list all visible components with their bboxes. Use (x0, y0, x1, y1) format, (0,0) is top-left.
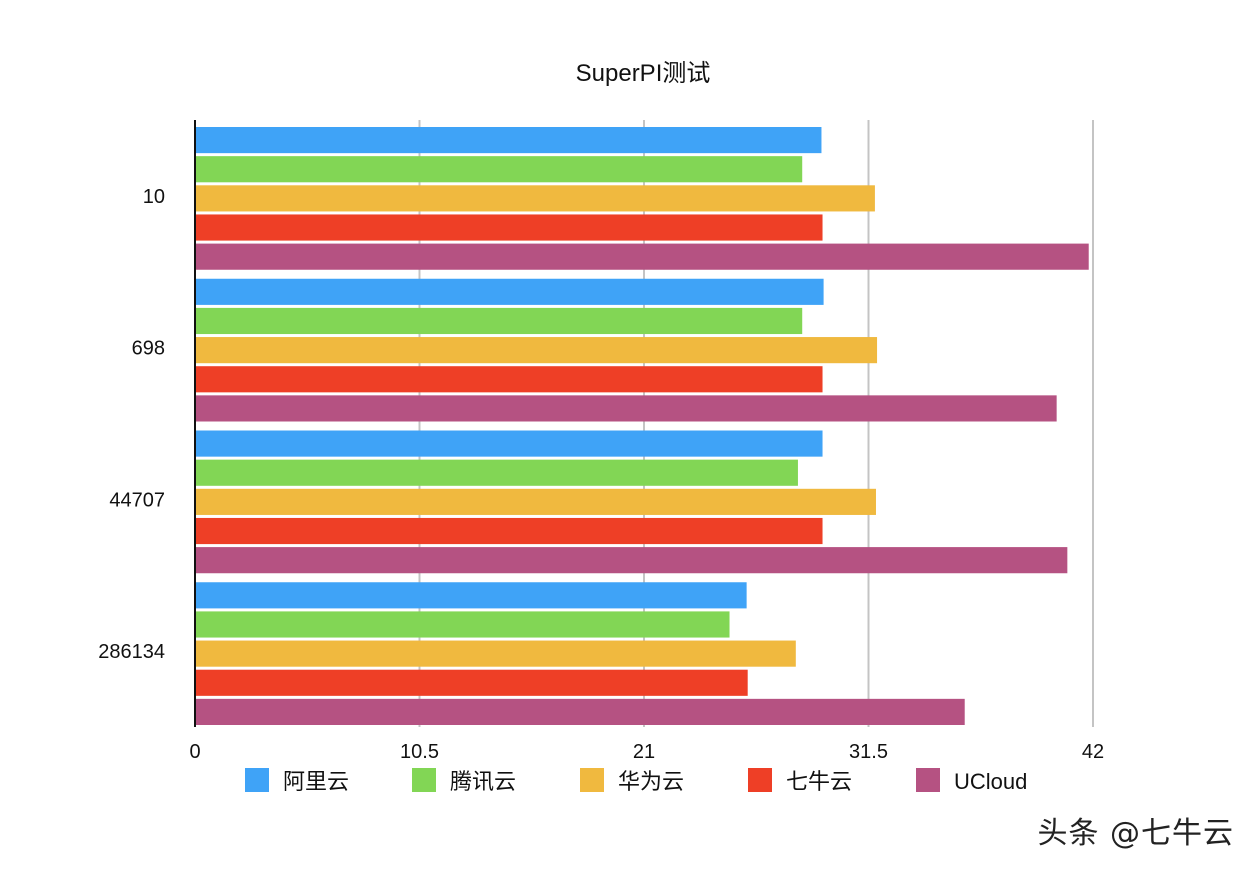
bar (196, 337, 878, 364)
x-tick-label: 42 (1082, 741, 1104, 763)
bar (196, 307, 803, 335)
bar (196, 488, 876, 515)
bar (196, 278, 824, 305)
bar (196, 156, 803, 183)
legend-swatch (245, 768, 269, 792)
legend-label: 华为云 (618, 769, 684, 794)
bar (196, 127, 822, 154)
legend-item: 七牛云 (748, 768, 852, 794)
bar (196, 430, 823, 457)
y-category-label: 286134 (98, 641, 165, 663)
legend-swatch (412, 768, 436, 792)
legend-label: 阿里云 (283, 769, 349, 794)
bars (196, 127, 1089, 725)
chart-title: SuperPI测试 (576, 60, 711, 87)
bar (196, 669, 748, 696)
legend-item: 华为云 (580, 768, 684, 794)
bar (196, 366, 823, 393)
bar (196, 517, 823, 545)
legend: 阿里云 腾讯云 华为云 七牛云 UCloud (245, 768, 1027, 794)
bar (196, 582, 747, 609)
bar (196, 611, 730, 638)
legend-swatch (580, 768, 604, 792)
bar (196, 214, 823, 241)
legend-swatch (916, 768, 940, 792)
x-tick-label: 31.5 (849, 741, 888, 763)
legend-label: UCloud (954, 769, 1027, 794)
bar (196, 459, 798, 486)
x-tick-label: 0 (189, 741, 200, 763)
y-category-label: 10 (143, 186, 165, 208)
legend-label: 腾讯云 (450, 769, 516, 794)
y-category-label: 698 (132, 338, 165, 360)
axes: 0 10.5 21 31.5 42 10 698 44707 286134 (98, 120, 1104, 763)
legend-swatch (748, 768, 772, 792)
bar (196, 640, 796, 667)
legend-label: 七牛云 (786, 769, 852, 794)
bar (196, 395, 1057, 422)
legend-item: UCloud (916, 768, 1027, 794)
y-category-label: 44707 (109, 489, 165, 511)
bar (196, 698, 965, 725)
x-tick-label: 21 (633, 741, 655, 763)
legend-item: 腾讯云 (412, 768, 516, 794)
bar (196, 185, 875, 212)
bar (196, 547, 1068, 574)
x-tick-label: 10.5 (400, 741, 439, 763)
legend-item: 阿里云 (245, 768, 349, 794)
watermark: 头条 @七牛云 (1037, 816, 1234, 851)
bar (196, 243, 1089, 270)
